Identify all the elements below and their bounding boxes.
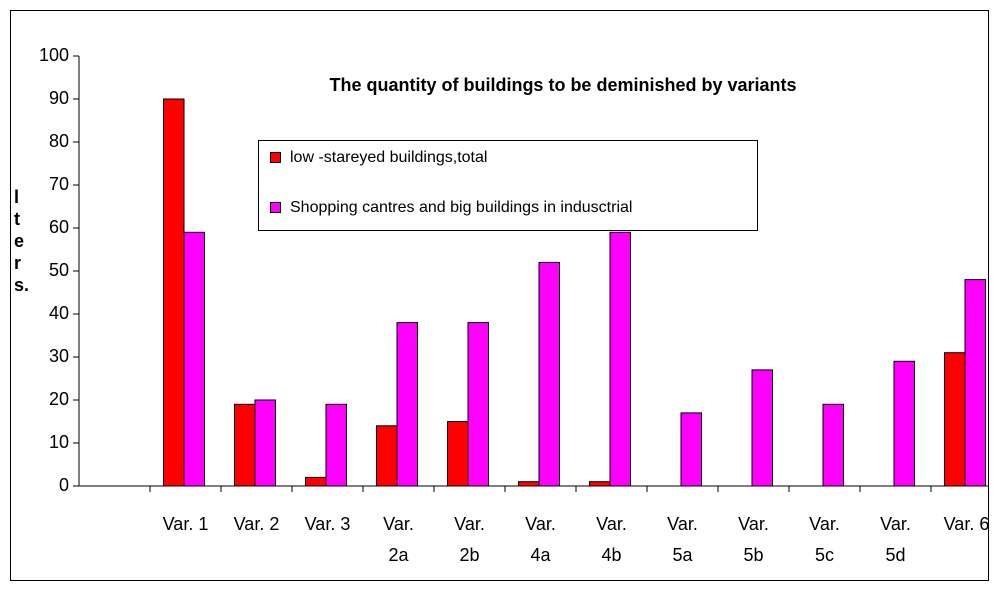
bar: [396, 322, 418, 487]
bar: [447, 421, 469, 487]
x-tick-label: Var. 2: [233, 514, 280, 534]
bar: [751, 369, 773, 487]
chart-title: The quantity of buildings to be deminish…: [329, 75, 796, 95]
x-tick-label: Var. 3: [304, 514, 351, 534]
x-tick-label: Var. 5b: [738, 514, 769, 565]
bar: [680, 412, 702, 487]
y-tick-label: 30: [49, 346, 69, 366]
bar: [609, 231, 631, 487]
bar: [964, 279, 986, 487]
y-tick-label: 80: [49, 131, 69, 151]
y-axis-label: lters.: [14, 187, 30, 295]
bar: [254, 399, 276, 487]
x-tick-label: Var. 4b: [596, 514, 627, 565]
y-tick-label: 0: [59, 475, 69, 495]
x-tick-label: Var. 4a: [525, 514, 556, 565]
legend-label: low -stareyed buildings,total: [290, 149, 487, 166]
bar: [376, 425, 398, 487]
y-tick-label: 70: [49, 174, 69, 194]
y-tick-label: 20: [49, 389, 69, 409]
legend: [258, 140, 758, 231]
bar: [467, 322, 489, 487]
bar: [589, 481, 611, 487]
y-tick-label: 10: [49, 432, 69, 452]
x-tick-label: Var. 5d: [880, 514, 911, 565]
x-tick-label: Var. 2b: [454, 514, 485, 565]
bar: [325, 403, 347, 487]
bar: [234, 403, 256, 487]
legend-swatch: [270, 202, 281, 213]
bar: [538, 261, 560, 487]
bar: [893, 360, 915, 487]
x-tick-label: Var. 5a: [667, 514, 698, 565]
bar: [944, 352, 966, 487]
y-tick-label: 60: [49, 217, 69, 237]
bar: [518, 481, 540, 487]
legend-swatch: [270, 152, 281, 163]
chart-border: [10, 10, 989, 581]
x-tick-label: Var. 5c: [809, 514, 840, 565]
x-tick-label: Var. 6: [943, 514, 990, 534]
y-tick-label: 40: [49, 303, 69, 323]
x-tick-label: Var. 1: [162, 514, 209, 534]
bar: [163, 98, 185, 487]
bar: [305, 476, 327, 487]
bar: [183, 231, 205, 487]
x-tick-label: Var. 2a: [383, 514, 414, 565]
bar: [822, 403, 844, 487]
y-tick-label: 100: [39, 45, 69, 65]
y-tick-label: 50: [49, 260, 69, 280]
y-tick-label: 90: [49, 88, 69, 108]
legend-label: Shopping cantres and big buildings in in…: [290, 199, 632, 216]
